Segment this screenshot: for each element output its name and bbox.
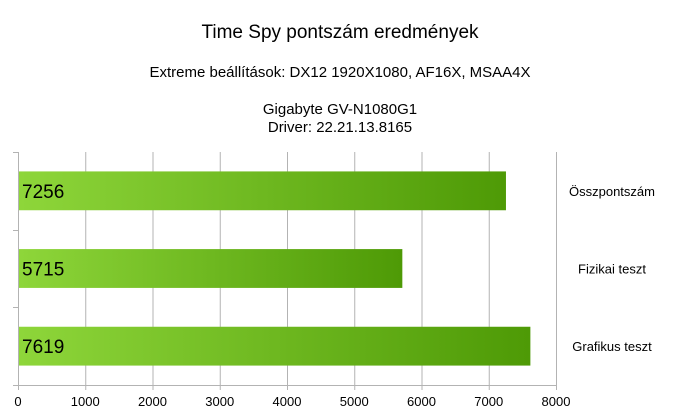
axis-layer: 0 1000 2000 3000 4000 5000 6000 7000 8000 Összpon… xyxy=(14,184,655,409)
x-tick-label: 4000 xyxy=(273,394,302,409)
x-tick-label: 5000 xyxy=(340,394,369,409)
chart-title: Time Spy pontszám eredmények xyxy=(201,22,479,43)
x-tick-label: 8000 xyxy=(542,394,571,409)
category-label: Fizikai teszt xyxy=(578,262,646,277)
category-label: Grafikus teszt xyxy=(572,339,652,354)
bar-data-label: 5715 xyxy=(22,260,64,281)
device-name: Gigabyte GV-N1080G1 xyxy=(262,101,418,118)
category-label: Összpontszám xyxy=(569,184,655,199)
x-tick-label: 7000 xyxy=(474,394,503,409)
x-tick-label: 1000 xyxy=(71,394,100,409)
bar xyxy=(19,326,531,366)
chart-subtitle: Extreme beállítások: DX12 1920X1080, AF1… xyxy=(149,64,531,81)
driver-version: Driver: 22.21.13.8165 xyxy=(267,119,413,136)
chart-device-info: Gigabyte GV-N1080G1 Driver: 22.21.13.816… xyxy=(0,101,680,137)
x-tick-label: 0 xyxy=(14,394,21,409)
x-tick-label: 2000 xyxy=(138,394,167,409)
bar-data-label: 7256 xyxy=(22,182,64,203)
bar-layer: 7256 5715 7619 xyxy=(19,171,531,366)
bar xyxy=(19,171,506,211)
bar xyxy=(19,249,403,288)
x-tick-label: 6000 xyxy=(407,394,436,409)
bar-data-label: 7619 xyxy=(22,337,64,358)
x-tick-label: 3000 xyxy=(205,394,234,409)
